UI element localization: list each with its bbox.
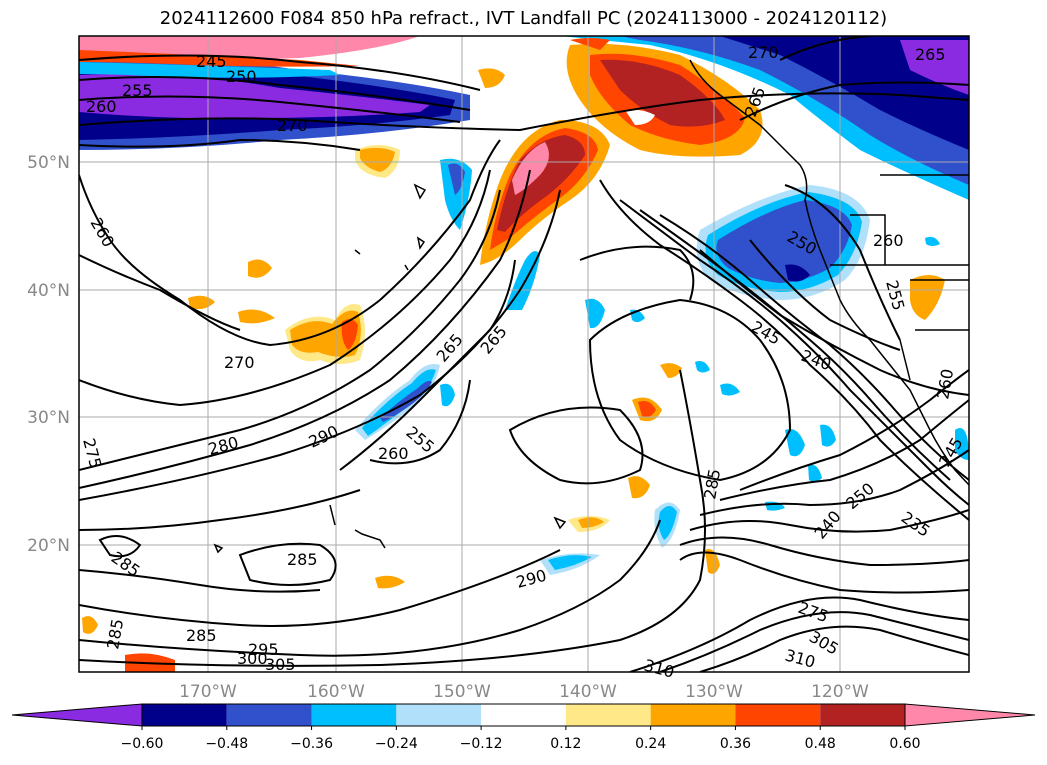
colorbar [11, 703, 1036, 727]
colorbar-tick-label: 0.36 [720, 736, 751, 752]
contour-label: 285 [287, 550, 318, 569]
contour-label: 285 [186, 626, 217, 645]
contour-label: 270 [748, 43, 779, 62]
plot-frame [78, 35, 970, 673]
colorbar-frame [141, 703, 906, 727]
graticule [79, 36, 969, 672]
colorbar-segment [735, 704, 821, 726]
lon-label: 170°W [179, 682, 237, 702]
colorbar-tick-label: 0.24 [635, 736, 666, 752]
colorbar-segment [396, 704, 482, 726]
colorbar-tick-label: 0.60 [889, 736, 920, 752]
colorbar-tick-label: −0.12 [460, 736, 503, 752]
colorbar-tick-labels: −0.60 −0.48 −0.36 −0.24 −0.12 0.12 0.24 0.36 0.4… [121, 726, 921, 752]
contour-label: 245 [196, 52, 227, 71]
colorbar-segment [226, 704, 312, 726]
contour-label: 255 [122, 81, 153, 100]
longitude-labels: 170°W 160°W 150°W 140°W 130°W 120°W [179, 682, 869, 702]
colorbar-tick-label: 0.12 [550, 736, 581, 752]
coastlines [213, 59, 969, 554]
lon-label: 150°W [433, 682, 491, 702]
contour-label: 260 [86, 97, 117, 116]
colorbar-segment [311, 704, 397, 726]
contour-label: 250 [226, 67, 257, 86]
colorbar-tick-label: −0.36 [290, 736, 333, 752]
contour-label: 300 [237, 649, 268, 668]
lon-label: 130°W [685, 682, 743, 702]
map-title: 2024112600 F084 850 hPa refract., IVT La… [159, 8, 888, 29]
lat-label: 50°N [27, 153, 70, 173]
contour-label: 270 [277, 116, 308, 135]
latitude-labels: 50°N 40°N 30°N 20°N [27, 153, 70, 556]
contour-label: 260 [378, 444, 409, 463]
contour-label: 305 [265, 655, 296, 674]
colorbar-segment [904, 703, 1036, 727]
contour-label: 260 [873, 231, 904, 250]
contour-lines [79, 36, 969, 672]
lon-label: 160°W [307, 682, 365, 702]
colorbar-segment [142, 704, 227, 726]
lon-label: 140°W [559, 682, 617, 702]
contour-label: 270 [224, 353, 255, 372]
lat-label: 40°N [27, 281, 70, 301]
lon-label: 120°W [811, 682, 869, 702]
colorbar-tick-label: 0.48 [805, 736, 836, 752]
contour-label: 295 [248, 640, 279, 659]
contour-label: 265 [915, 45, 946, 64]
colorbar-segment [820, 704, 905, 726]
colorbar-tick-label: −0.48 [205, 736, 248, 752]
lat-label: 20°N [27, 536, 70, 556]
colorbar-segment [565, 704, 651, 726]
colorbar-tick-label: −0.24 [375, 736, 418, 752]
colorbar-segment [650, 704, 736, 726]
lat-label: 30°N [27, 408, 70, 428]
colorbar-tick-label: −0.60 [121, 736, 164, 752]
colorbar-segment [481, 704, 566, 726]
colorbar-segment [11, 703, 143, 727]
filled-shading-layer [79, 36, 969, 672]
